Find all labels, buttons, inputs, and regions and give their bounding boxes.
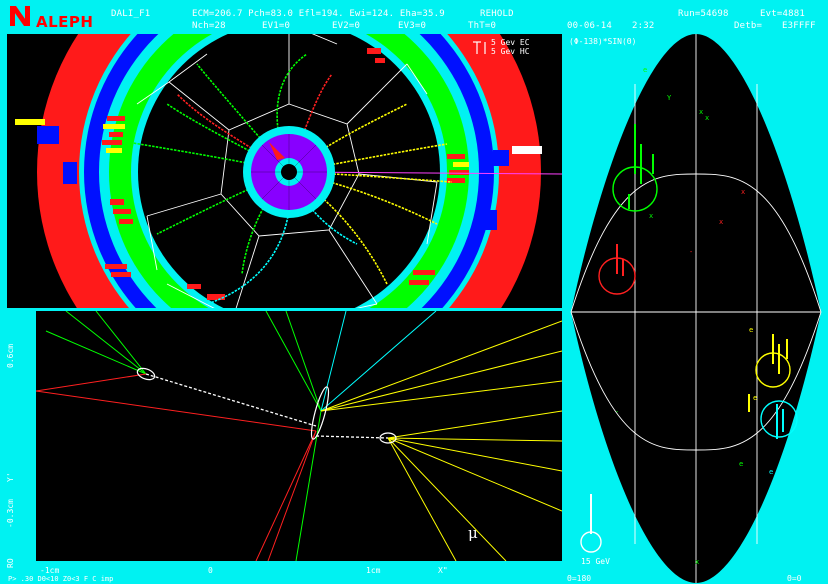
x-axis-left-label: -1cm [40,566,60,575]
energy-towers [590,124,788,534]
nch-count: Nch=28 [192,21,226,31]
svg-text:x: x [649,212,653,220]
x-axis-right-label: 1cm [366,566,381,575]
svg-text:e: e [749,326,753,334]
hcal-hit-blocks [37,126,509,230]
tht-value: ThT=0 [468,21,497,31]
rho-label: RO [6,558,15,568]
svg-text:-: - [689,248,693,256]
svg-text:x: x [741,188,745,196]
ev3-value: EV3=0 [398,21,427,31]
ev1-value: EV1=0 [262,21,291,31]
hit-markers: e Y x x x x - x e e e e x - [615,66,773,566]
zoom-tracks-yellow [320,320,562,561]
ecal-hits-right [187,48,469,300]
y-axis-symbol: Y' [6,472,15,482]
event-header: ALEPH DALI_F1 ECM=206.7 Pch=83.0 Efl=194… [0,0,828,32]
projection-svg: e Y x x x x - x e e e e x - [570,34,822,583]
svg-text:Y: Y [667,94,672,102]
zoom-tracks-green [45,311,322,561]
svg-text:x: x [695,558,699,566]
tpc-sector-lines [136,34,438,308]
muon-label: μ [468,524,478,542]
theta-right-label: Θ=0 [787,574,802,583]
muon-chamber-hit [512,146,542,154]
energy-line: ECM=206.7 Pch=83.0 Efl=194. Ewi=124. Eha… [192,9,445,19]
x-axis-symbol: X" [438,566,448,575]
zoom-tracks-cyan [320,311,437,412]
svg-text:x: x [719,218,723,226]
projection-view[interactable]: e Y x x x x - x e e e e x - (Φ-138)*SIN(… [565,34,827,583]
rehold-label: REHOLD [480,9,514,19]
detb-value: E3FFFF [782,21,816,31]
aleph-logo-icon [10,6,30,26]
energy-cluster [269,142,285,160]
energy-scale-label: 15 GeV [581,557,610,566]
ev2-value: EV2=0 [332,21,361,31]
ecal-hits-left [102,116,133,277]
xy-detector-view[interactable]: 5 Gev EC 5 Gev HC [7,34,562,308]
tracks-cyan [206,171,358,305]
event-number: Evt=4881 [760,9,805,19]
svg-text:-: - [615,408,619,416]
vertex-svg [36,311,562,561]
zoom-tracks-red [36,373,317,561]
cuts-footer: P> .30 D0<10 Z0<3 F C imp [8,575,114,583]
y-axis-top-label: 0.6cm [6,343,15,368]
svg-text:e: e [769,468,773,476]
theta-left-label: Θ=180 [567,574,592,583]
x-axis-mid-label: 0 [208,566,213,575]
svg-text:e: e [739,460,743,468]
event-date: 00-06-14 [567,21,612,31]
scale-ec-label: 5 Gev EC [491,38,530,47]
program-name: DALI_F1 [111,9,151,19]
svg-text:x: x [699,108,703,116]
detb-label: Detb= [734,21,763,31]
event-time: 2:32 [632,21,655,31]
muon-chamber-hit-left [15,119,45,125]
vertex-zoom-view[interactable]: μ [36,311,562,561]
scale-hc-label: 5 Gev HC [491,47,530,56]
logo-text: ALEPH [36,13,94,31]
projection-title: (Φ-138)*SIN(Θ) [569,37,637,46]
svg-text:e: e [753,394,757,402]
run-number: Run=54698 [678,9,729,19]
vertex-connection [145,373,389,439]
vertex-ellipses [136,367,397,444]
svg-text:x: x [705,114,709,122]
detector-svg [15,34,562,308]
energy-scale-icon [473,41,486,54]
svg-text:e: e [643,66,647,74]
y-axis-bottom-label: -0.3cm [6,499,15,528]
